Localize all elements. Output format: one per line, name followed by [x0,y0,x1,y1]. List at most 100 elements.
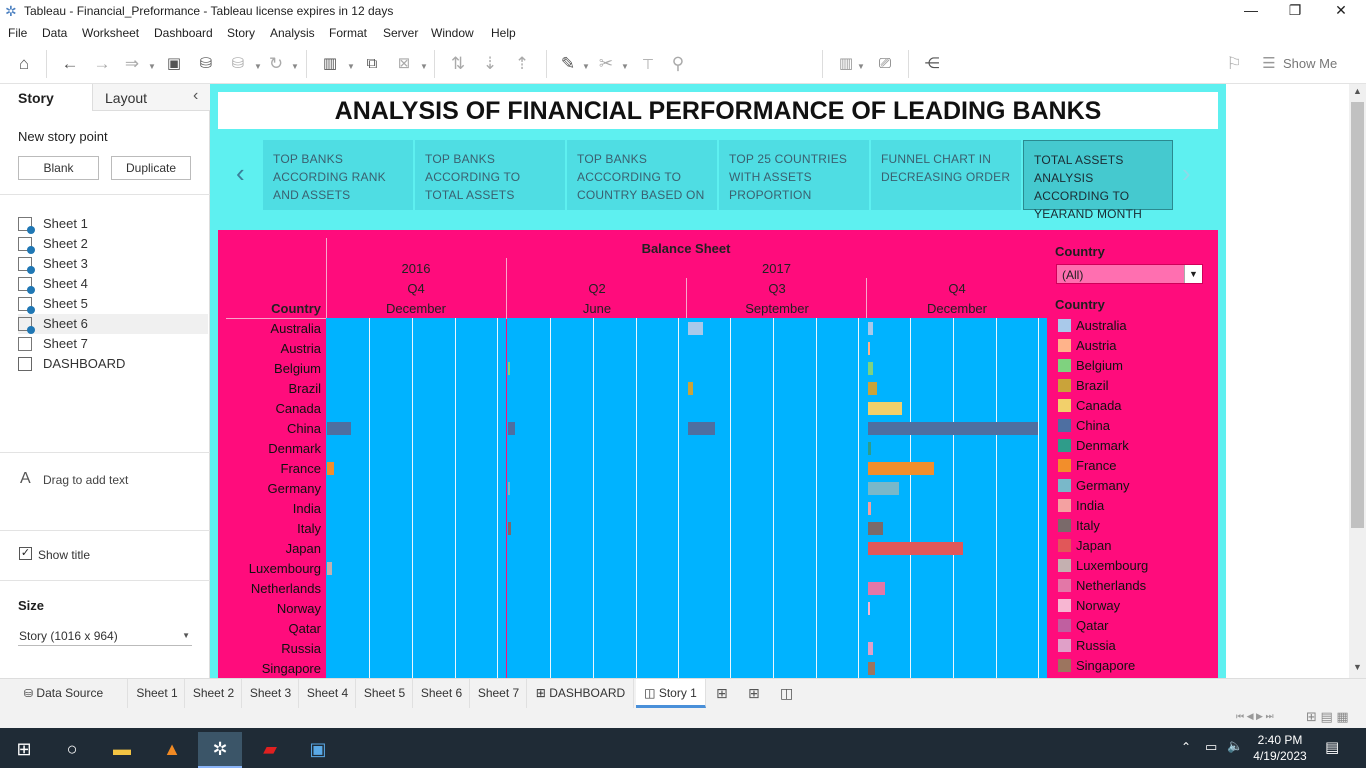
menu-worksheet[interactable]: Worksheet [82,26,140,40]
menu-server[interactable]: Server [383,26,419,40]
chevron-down-icon[interactable]: ▼ [582,62,590,71]
bar-luxembourg-0[interactable] [327,562,332,575]
bar-austria-3[interactable] [868,342,870,355]
chevron-down-icon[interactable]: ▼ [347,62,355,71]
tab-sheet-6[interactable]: Sheet 6 [414,679,470,708]
collapse-chevron-icon[interactable]: ‹ [193,87,199,104]
clear-sheet-icon[interactable]: ⊠ [397,55,411,72]
legend-item-austria[interactable]: Austria [1058,336,1208,356]
sheet-item-sheet-1[interactable]: Sheet 1 [18,214,208,234]
bar-australia-3[interactable] [868,322,873,335]
scroll-up-icon[interactable]: ▲ [1353,86,1362,96]
windows-start-icon[interactable]: ⊞ [16,739,32,759]
highlight-icon[interactable]: ✎ [560,54,576,73]
chevron-down-icon[interactable]: ▼ [857,62,865,71]
close-button[interactable]: ✕ [1335,2,1347,18]
tab-dashboard[interactable]: ⊞ DASHBOARD [528,679,634,708]
sheet-item-dashboard[interactable]: DASHBOARD [18,354,208,374]
presentation-mode-icon[interactable]: ⎚ [878,55,891,72]
sheet-item-sheet-4[interactable]: Sheet 4 [18,274,208,294]
group-icon[interactable]: ✂ [598,54,614,73]
bar-singapore-3[interactable] [868,662,875,675]
tab-sheet-5[interactable]: Sheet 5 [357,679,413,708]
fix-axes-icon[interactable]: ⚲ [671,54,685,73]
acrobat-icon[interactable]: ▰ [263,739,277,759]
legend-item-india[interactable]: India [1058,496,1208,516]
volume-icon[interactable]: 🔈 [1227,738,1244,753]
next-story-point-icon[interactable]: › [1182,158,1191,188]
tableau-taskbar-icon[interactable]: ✲ [198,732,242,768]
taskbar-clock[interactable]: 2:40 PM 4/19/2023 [1253,733,1307,763]
sheet-item-sheet-5[interactable]: Sheet 5 [18,294,208,314]
new-story-icon[interactable]: ◫ [780,685,794,701]
menu-format[interactable]: Format [329,26,368,40]
bar-germany-1[interactable] [508,482,510,495]
legend-item-china[interactable]: China [1058,416,1208,436]
tab-data-source[interactable]: ⛁ Data Source [0,679,128,708]
bar-france-0[interactable] [327,462,334,475]
bar-italy-3[interactable] [868,522,883,535]
menu-file[interactable]: File [8,26,28,40]
minimize-button[interactable]: — [1244,2,1258,18]
blank-button[interactable]: Blank [18,156,99,180]
menu-dashboard[interactable]: Dashboard [154,26,213,40]
show-title-checkbox[interactable]: ✓ [19,547,32,560]
bar-france-3[interactable] [868,462,934,475]
legend-item-luxembourg[interactable]: Luxembourg [1058,556,1208,576]
legend-item-australia[interactable]: Australia [1058,316,1208,336]
refresh-icon[interactable]: ↻ [268,54,284,73]
bar-russia-3[interactable] [868,642,873,655]
restore-button[interactable]: ❐ [1288,2,1302,18]
story-point-6[interactable]: TOTAL ASSETS ANALYSIS ACCORDING TO YEARA… [1023,140,1173,221]
duplicate-button[interactable]: Duplicate [111,156,191,180]
sheet-item-sheet-6[interactable]: Sheet 6 [18,314,208,334]
sort-ascending-icon[interactable]: ⇣ [482,54,498,73]
story-point-2[interactable]: TOP BANKS ACCORDING TO TOTAL ASSETS [415,140,565,210]
new-dashboard-icon[interactable]: ⊞ [748,685,760,701]
legend-item-russia[interactable]: Russia [1058,636,1208,656]
chevron-down-icon[interactable]: ▼ [291,62,299,71]
grid-view-icon[interactable]: ⊞ ▤ ▦ [1306,709,1349,724]
new-worksheet-icon[interactable]: ▥ [322,55,338,72]
story-point-3[interactable]: TOP BANKS ACCCORDING TO COUNTRY BASED ON [567,140,717,210]
menu-window[interactable]: Window [431,26,474,40]
tab-sheet-4[interactable]: Sheet 4 [300,679,356,708]
bar-netherlands-3[interactable] [868,582,885,595]
tab-story-1[interactable]: ◫ Story 1 [636,679,706,708]
country-filter-dropdown[interactable]: (All) ▼ [1056,264,1203,284]
chevron-down-icon[interactable]: ▼ [148,62,156,71]
show-labels-icon[interactable]: ⊤ [641,56,655,72]
tab-sheet-2[interactable]: Sheet 2 [186,679,242,708]
bar-china-1[interactable] [508,422,515,435]
notifications-icon[interactable]: ▤ [1325,739,1340,756]
size-dropdown[interactable]: Story (1016 x 964) ▼ [18,626,192,646]
bar-belgium-3[interactable] [868,362,873,375]
photos-icon[interactable]: ▣ [309,739,327,759]
bar-india-3[interactable] [868,502,871,515]
search-icon[interactable]: ○ [66,739,78,759]
swap-icon[interactable]: ⇅ [450,54,466,73]
bar-canada-3[interactable] [868,402,902,415]
story-point-4[interactable]: TOP 25 COUNTRIES WITH ASSETS PROPORTION [719,140,869,210]
duplicate-sheet-icon[interactable]: ⧉ [366,55,378,72]
chevron-down-icon[interactable]: ▼ [254,62,262,71]
legend-item-germany[interactable]: Germany [1058,476,1208,496]
legend-item-canada[interactable]: Canada [1058,396,1208,416]
bar-china-0[interactable] [327,422,351,435]
menu-analysis[interactable]: Analysis [270,26,315,40]
legend-item-belgium[interactable]: Belgium [1058,356,1208,376]
tab-sheet-3[interactable]: Sheet 3 [243,679,299,708]
show-cards-icon[interactable]: ▥ [838,55,854,72]
pause-updates-icon[interactable]: ⛁ [231,55,245,72]
tab-layout-box[interactable]: Layout ‹ [92,84,210,111]
vertical-scrollbar[interactable]: ▲ ▼ [1349,84,1366,678]
bar-norway-3[interactable] [868,602,870,615]
bar-denmark-3[interactable] [868,442,871,455]
undo-icon[interactable]: ← [61,54,79,73]
legend-item-denmark[interactable]: Denmark [1058,436,1208,456]
file-explorer-icon[interactable]: ▬ [113,739,131,759]
vlc-icon[interactable]: ▲ [163,739,181,759]
story-point-5[interactable]: FUNNEL CHART IN DECREASING ORDER [871,140,1021,210]
scrollbar-thumb[interactable] [1351,102,1364,528]
legend-item-brazil[interactable]: Brazil [1058,376,1208,396]
